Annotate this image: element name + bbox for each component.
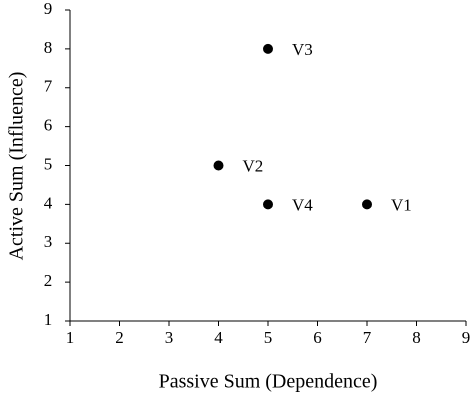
point (263, 43, 273, 54)
x-axis-title: Passive Sum (Dependence) (159, 371, 378, 393)
y-tick-label: 6 (44, 116, 53, 135)
x-tick-label: 9 (462, 328, 471, 347)
x-tick-label: 4 (214, 328, 223, 347)
point-label: V1 (391, 195, 412, 214)
y-tick-label: 2 (44, 271, 53, 290)
y-tick-label: 9 (44, 0, 53, 18)
y-tick-label: 1 (44, 310, 53, 329)
y-axis-title: Active Sum (Influence) (6, 72, 28, 261)
x-tick-label: 6 (313, 328, 322, 347)
y-tick-label: 5 (44, 154, 53, 173)
x-tick-label: 1 (66, 328, 75, 347)
point (263, 199, 273, 210)
x-tick-label: 8 (412, 328, 421, 347)
x-tick-label: 2 (115, 328, 124, 347)
point (213, 160, 224, 171)
y-tick-label: 7 (44, 77, 53, 96)
point-label: V4 (292, 195, 313, 214)
y-tick-label: 8 (44, 38, 53, 57)
y-tick-label: 3 (44, 232, 53, 251)
y-tick-label: 4 (44, 193, 53, 212)
x-tick-label: 3 (165, 328, 174, 347)
x-tick-label: 7 (363, 328, 372, 347)
point (362, 199, 372, 210)
point-label: V2 (243, 156, 264, 175)
x-tick-label: 5 (264, 328, 273, 347)
point-label: V3 (292, 40, 313, 59)
